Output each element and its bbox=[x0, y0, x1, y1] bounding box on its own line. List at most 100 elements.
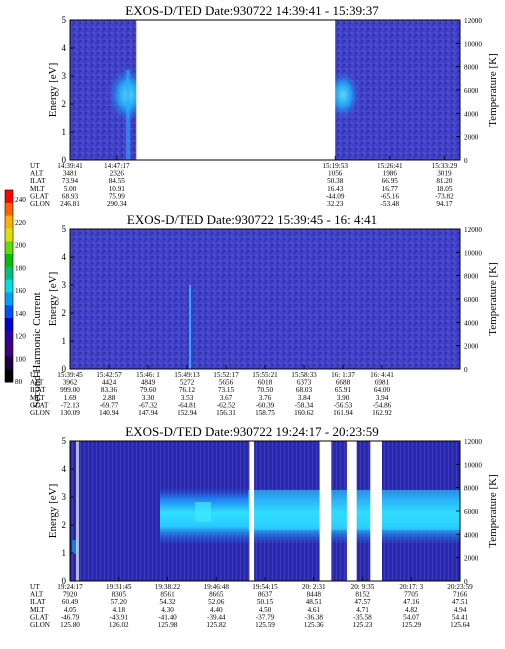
ephemeris-value: 75.99 bbox=[109, 192, 126, 200]
data-gap bbox=[370, 441, 382, 581]
ephemeris-value: 47.57 bbox=[354, 598, 371, 606]
ephemeris-value: 73.94 bbox=[62, 177, 79, 185]
ephemeris-value: 7920 bbox=[63, 591, 78, 599]
y2-tick-label: 8000 bbox=[464, 64, 479, 72]
panel-2-ylabel: Energy [eV] bbox=[47, 272, 59, 326]
ephemeris-value: 47.16 bbox=[403, 598, 420, 606]
ephemeris-value: 246.81 bbox=[60, 200, 80, 208]
ephemeris-value: 84.55 bbox=[109, 177, 126, 185]
ephemeris-value: 125.98 bbox=[158, 621, 178, 629]
ephemeris-value: -44.09 bbox=[326, 192, 345, 200]
ephemeris-value: 160.62 bbox=[294, 409, 314, 417]
ephemeris-value: 19:38:22 bbox=[155, 583, 181, 591]
ephemeris-value: 94.17 bbox=[436, 200, 453, 208]
ephemeris-value: 130.09 bbox=[60, 409, 80, 417]
ephemeris-value: 16.77 bbox=[382, 185, 399, 193]
ephemeris-value: 3.53 bbox=[181, 394, 194, 402]
ephemeris-value: -39.44 bbox=[207, 613, 226, 621]
ephemeris-value: 57.20 bbox=[111, 598, 128, 606]
colorbar-swatch bbox=[5, 305, 13, 319]
ephemeris-value: 290.34 bbox=[107, 200, 127, 208]
ephemeris-value: 8448 bbox=[307, 591, 322, 599]
ephemeris-value: 5656 bbox=[219, 379, 234, 387]
ephemeris-value: 19:54:15 bbox=[252, 583, 278, 591]
ephemeris-value: 5272 bbox=[180, 379, 195, 387]
ephemeris-value: 4.18 bbox=[112, 606, 125, 614]
data-gap bbox=[136, 20, 336, 160]
ephemeris-value: 20: 2:31 bbox=[302, 583, 326, 591]
ephemeris-value: 152.94 bbox=[177, 409, 197, 417]
y2-tick-label: 8000 bbox=[464, 273, 479, 281]
ephemeris-value: 6981 bbox=[375, 379, 390, 387]
ephemeris-value: 156.31 bbox=[216, 409, 236, 417]
ephemeris-value: 125.80 bbox=[60, 621, 80, 629]
y-tick-label: 1 bbox=[62, 336, 67, 346]
ephemeris-value: 16.43 bbox=[327, 185, 344, 193]
ephemeris-value: 2326 bbox=[110, 170, 125, 178]
ephemeris-value: 65.91 bbox=[335, 386, 352, 394]
ephemeris-value: 4.50 bbox=[259, 606, 272, 614]
ephemeris-value: 4.94 bbox=[454, 606, 467, 614]
y2-tick-label: 10000 bbox=[464, 461, 482, 469]
panel-1-title: EXOS-D/TED Date:930722 14:39:41 - 15:39:… bbox=[125, 3, 379, 18]
ephemeris-value: 18.05 bbox=[436, 185, 453, 193]
colorbar-tick-label: 100 bbox=[15, 355, 26, 363]
y2-tick-label: 10000 bbox=[464, 40, 482, 48]
colorbar-swatch bbox=[5, 330, 13, 345]
y2-tick-label: 4000 bbox=[464, 531, 479, 539]
ephemeris-value: 60.49 bbox=[62, 598, 79, 606]
panel-3-spectrogram bbox=[69, 440, 461, 582]
y2-tick-label: 4000 bbox=[464, 319, 479, 327]
y-tick-label: 0 bbox=[62, 364, 67, 374]
y2-tick-label: 12000 bbox=[464, 226, 482, 234]
ephemeris-value: 15:49:13 bbox=[174, 371, 200, 379]
y-tick-label: 0 bbox=[62, 576, 67, 586]
ephemeris-value: 8637 bbox=[258, 591, 273, 599]
ephemeris-value: 3.67 bbox=[220, 394, 233, 402]
ephemeris-value: 54.07 bbox=[403, 613, 420, 621]
ephemeris-value: 10.91 bbox=[109, 185, 126, 193]
ephemeris-value: 16: 1:37 bbox=[331, 371, 355, 379]
panel-2-spectrogram bbox=[69, 228, 461, 370]
ephemeris-value: -37.79 bbox=[256, 613, 275, 621]
ephemeris-value: 6373 bbox=[297, 379, 312, 387]
y-tick-label: 2 bbox=[62, 520, 67, 530]
ephemeris-value: 15:39:45 bbox=[57, 371, 83, 379]
colorbar-tick-label: 80 bbox=[15, 378, 23, 386]
y2-tick-label: 0 bbox=[464, 157, 468, 165]
ephemeris-value: 2.88 bbox=[103, 394, 116, 402]
colorbar-tick-label: 200 bbox=[15, 242, 26, 250]
ephemeris-row-label: ILAT bbox=[30, 177, 46, 185]
ephemeris-value: -36.38 bbox=[304, 613, 323, 621]
ephemeris-value: 15:52:17 bbox=[213, 371, 239, 379]
ephemeris-value: 126.02 bbox=[109, 621, 129, 629]
ephemeris-value: 15:19:53 bbox=[322, 162, 348, 170]
ephemeris-value: 70.50 bbox=[257, 386, 274, 394]
ephemeris-value: 83.36 bbox=[101, 386, 118, 394]
ephemeris-value: 8665 bbox=[209, 591, 224, 599]
ephemeris-value: 15:33:29 bbox=[432, 162, 458, 170]
ephemeris-row-label: ALT bbox=[30, 379, 44, 387]
ephemeris-value: 1056 bbox=[328, 170, 343, 178]
ephemeris-value: 7166 bbox=[453, 591, 468, 599]
ephemeris-value: 19:31:45 bbox=[106, 583, 132, 591]
panel-1-spectrogram bbox=[69, 19, 461, 161]
ephemeris-row-label: ILAT bbox=[30, 598, 46, 606]
ephemeris-value: 8305 bbox=[112, 591, 127, 599]
y2-tick-label: 0 bbox=[464, 578, 468, 586]
ephemeris-value: -43.91 bbox=[109, 613, 128, 621]
panel-1: EXOS-D/TED Date:930722 14:39:41 - 15:39:… bbox=[30, 3, 499, 208]
ephemeris-value: 3962 bbox=[63, 379, 78, 387]
colorbar-swatch bbox=[5, 228, 13, 242]
ephemeris-value: -73.82 bbox=[435, 192, 454, 200]
ephemeris-value: 162.92 bbox=[372, 409, 392, 417]
y-tick-label: 3 bbox=[62, 71, 67, 81]
ephemeris-value: 73.15 bbox=[218, 386, 235, 394]
colorbar-tick-label: 240 bbox=[15, 196, 26, 204]
ephemeris-row-label: GLAT bbox=[30, 613, 49, 621]
ephemeris-value: 54.41 bbox=[452, 613, 469, 621]
ephemeris-value: 3481 bbox=[63, 170, 78, 178]
ephemeris-value: 4.82 bbox=[405, 606, 418, 614]
ephemeris-value: -35.58 bbox=[353, 613, 372, 621]
colorbar-swatch bbox=[5, 266, 13, 281]
